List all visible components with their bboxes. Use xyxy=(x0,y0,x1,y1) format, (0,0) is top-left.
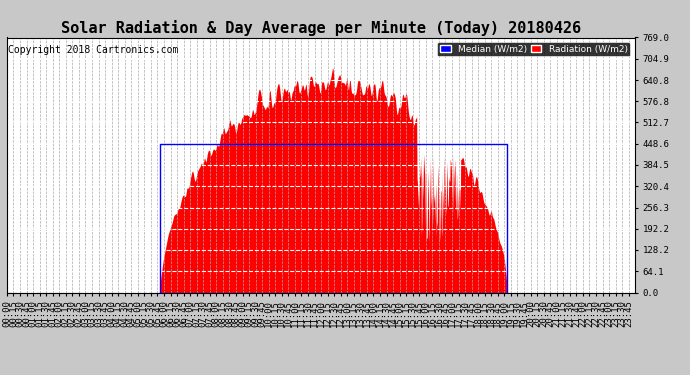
Text: Copyright 2018 Cartronics.com: Copyright 2018 Cartronics.com xyxy=(8,45,179,55)
Title: Solar Radiation & Day Average per Minute (Today) 20180426: Solar Radiation & Day Average per Minute… xyxy=(61,20,581,36)
Legend: Median (W/m2), Radiation (W/m2): Median (W/m2), Radiation (W/m2) xyxy=(437,42,630,56)
